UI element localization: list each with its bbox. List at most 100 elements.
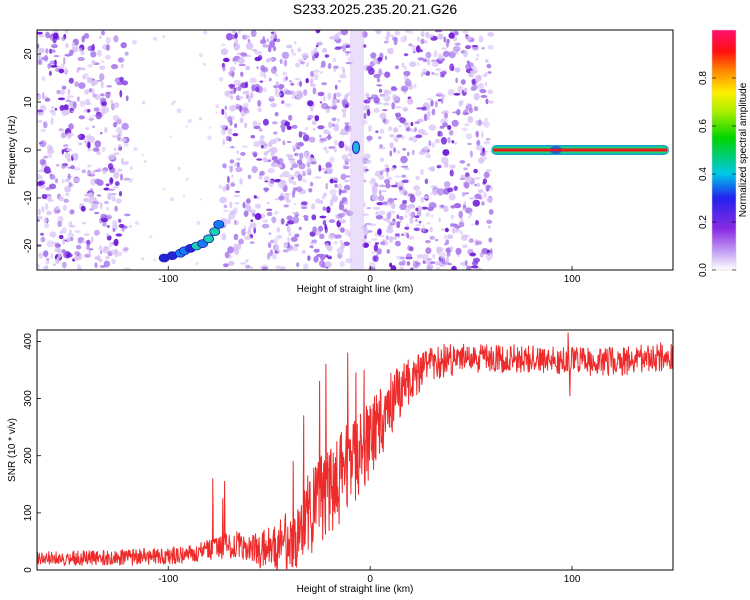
speckle-blob — [292, 145, 295, 150]
speckle-blob — [376, 215, 383, 220]
colorbar-label: Normalized spectral amplitude — [738, 82, 749, 217]
speckle-blob — [474, 106, 479, 111]
speckle-blob — [230, 159, 234, 163]
speckle-blob — [261, 145, 264, 148]
speckle-blob — [364, 153, 371, 159]
speckle-blob — [92, 88, 95, 95]
speckle-blob — [258, 108, 262, 113]
speckle-blob — [75, 230, 81, 233]
speckle-blob — [415, 219, 418, 222]
speckle-blob — [323, 193, 327, 196]
speckle-blob — [426, 261, 431, 264]
speckle-blob — [245, 204, 251, 208]
speckle-blob — [309, 245, 313, 248]
speckle-blob — [366, 66, 372, 72]
speckle-blob — [66, 43, 69, 48]
speckle-blob — [338, 80, 341, 83]
speckle-blob — [113, 186, 118, 188]
speckle-blob — [97, 80, 102, 82]
speckle-blob — [396, 221, 400, 228]
speckle-blob — [436, 94, 442, 96]
speckle-blob — [262, 267, 269, 270]
speckle-blob — [399, 216, 404, 220]
speckle-blob — [489, 209, 494, 215]
speckle-blob — [325, 54, 330, 57]
speckle-blob — [479, 36, 484, 43]
speckle-blob — [144, 160, 147, 163]
speckle-blob — [465, 192, 469, 194]
speckle-blob — [417, 37, 420, 42]
speckle-blob — [282, 171, 289, 178]
speckle-blob — [100, 265, 106, 268]
speckle-blob — [264, 176, 270, 180]
speckle-blob — [441, 228, 445, 230]
speckle-blob — [393, 198, 397, 200]
speckle-blob — [325, 243, 329, 249]
speckle-blob — [303, 263, 309, 270]
speckle-blob — [404, 168, 410, 170]
speckle-blob — [89, 208, 94, 210]
speckle-blob — [70, 165, 74, 169]
speckle-blob — [403, 107, 409, 111]
speckle-blob — [334, 148, 337, 153]
speckle-blob — [300, 61, 305, 64]
speckle-blob — [275, 112, 279, 116]
speckle-blob — [73, 101, 77, 109]
speckle-blob — [230, 167, 233, 173]
speckle-blob — [372, 188, 377, 194]
speckle-blob — [107, 183, 112, 185]
speckle-blob — [441, 99, 444, 104]
speckle-blob — [455, 43, 461, 46]
speckle-blob — [436, 68, 442, 71]
speckle-blob — [292, 247, 298, 252]
speckle-blob — [473, 200, 480, 207]
spectrogram-y-tick-label: 10 — [23, 96, 34, 108]
speckle-blob — [110, 154, 116, 160]
speckle-blob — [104, 127, 107, 133]
speckle-blob — [409, 137, 413, 141]
speckle-blob — [142, 101, 146, 105]
speckle-blob — [338, 141, 344, 149]
speckle-blob — [236, 150, 239, 154]
speckle-blob — [282, 72, 287, 76]
speckle-blob — [335, 123, 339, 130]
speckle-blob — [203, 63, 206, 66]
speckle-blob — [325, 261, 332, 267]
speckle-blob — [258, 176, 262, 179]
colorbar-tick-label: 0.4 — [698, 167, 709, 181]
speckle-blob — [126, 95, 129, 101]
speckle-blob — [91, 44, 95, 51]
speckle-blob — [432, 254, 435, 259]
speckle-blob — [114, 239, 119, 246]
speckle-blob — [85, 103, 92, 105]
speckle-blob — [327, 92, 331, 100]
speckle-blob — [47, 145, 53, 151]
speckle-blob — [344, 180, 350, 182]
speckle-blob — [84, 33, 90, 39]
speckle-blob — [485, 99, 488, 105]
speckle-blob — [343, 112, 347, 117]
speckle-blob — [445, 239, 449, 245]
speckle-blob — [293, 187, 296, 193]
speckle-blob — [235, 191, 240, 193]
speckle-blob — [383, 95, 390, 102]
speckle-blob — [288, 231, 291, 236]
speckle-blob — [431, 142, 435, 148]
speckle-blob — [51, 106, 54, 109]
speckle-blob — [244, 236, 251, 240]
speckle-blob — [263, 119, 269, 126]
speckle-blob — [404, 35, 407, 40]
speckle-blob — [446, 257, 449, 263]
speckle-blob — [222, 66, 225, 71]
speckle-blob — [63, 144, 68, 147]
speckle-blob — [310, 84, 316, 87]
speckle-blob — [406, 233, 409, 239]
speckle-blob — [301, 201, 308, 205]
speckle-blob — [488, 225, 491, 228]
speckle-blob — [373, 74, 380, 78]
speckle-blob — [462, 112, 469, 115]
speckle-blob — [441, 94, 446, 98]
speckle-blob — [313, 87, 317, 94]
speckle-blob — [404, 125, 410, 128]
speckle-blob — [289, 80, 292, 82]
